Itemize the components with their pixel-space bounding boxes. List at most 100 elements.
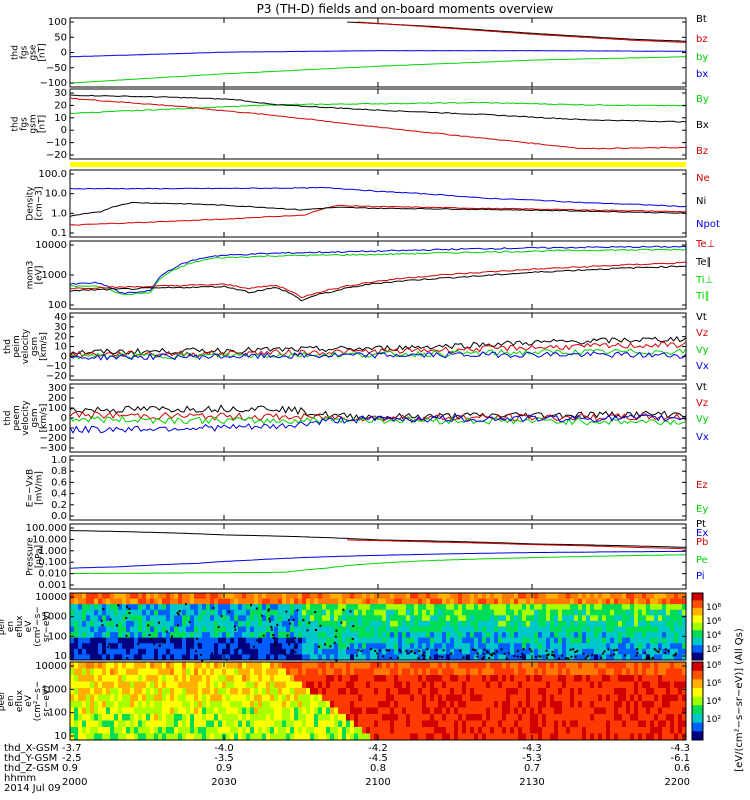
spectrogram-cell — [238, 720, 243, 728]
spectrogram-cell — [550, 720, 555, 728]
spectrogram-cell — [242, 654, 247, 661]
spectrogram-cell — [178, 620, 183, 627]
spectrogram-cell — [442, 604, 447, 611]
spectrogram-cell — [142, 714, 147, 721]
spectrogram-cell — [166, 688, 171, 695]
spectrogram-cell — [398, 733, 403, 741]
spectrogram-cell — [230, 620, 235, 627]
spectrogram-cell — [130, 615, 135, 622]
spectrogram-cell — [418, 688, 423, 695]
spectrogram-cell — [398, 727, 403, 734]
spectrogram-cell — [414, 615, 419, 622]
spectrogram-cell — [186, 720, 191, 728]
spectrogram-cell — [294, 598, 299, 605]
spectrogram-cell — [394, 720, 399, 728]
spectrogram-cell — [334, 701, 339, 708]
spectrogram-dot — [370, 648, 373, 651]
spectrogram-cell — [490, 733, 495, 741]
spectrogram-cell — [162, 593, 167, 600]
spectrogram-cell — [290, 681, 295, 689]
spectrogram-cell — [642, 720, 647, 728]
spectrogram-cell — [238, 615, 243, 622]
spectrogram-cell — [74, 632, 79, 639]
spectrogram-cell — [662, 720, 667, 728]
spectrogram-cell — [102, 654, 107, 661]
spectrogram-cell — [282, 681, 287, 689]
spectrogram-cell — [222, 701, 227, 708]
series-line-by — [69, 56, 687, 84]
spectrogram-cell — [134, 654, 139, 661]
spectrogram-cell — [294, 714, 299, 721]
spectrogram-cell — [346, 643, 351, 650]
spectrogram-cell — [574, 620, 579, 627]
spectrogram-cell — [586, 681, 591, 689]
spectrogram-cell — [286, 681, 291, 689]
spectrogram-cell — [202, 688, 207, 695]
spectrogram-cell — [182, 604, 187, 611]
spectrogram-cell — [430, 620, 435, 627]
spectrogram-cell — [294, 675, 299, 682]
spectrogram-cell — [314, 620, 319, 627]
spectrogram-cell — [446, 707, 451, 715]
spectrogram-cell — [634, 654, 639, 661]
spectrogram-cell — [130, 654, 135, 661]
spectrogram-cell — [518, 668, 523, 676]
spectrogram-dot — [423, 654, 426, 657]
spectrogram-cell — [342, 668, 347, 676]
spectrogram-cell — [318, 604, 323, 611]
spectrogram-cell — [454, 593, 459, 600]
spectrogram-cell — [234, 662, 239, 669]
spectrogram-cell — [562, 620, 567, 627]
spectrogram-cell — [666, 626, 671, 633]
spectrogram-cell — [314, 637, 319, 644]
spectrogram-cell — [630, 620, 635, 627]
spectrogram-cell — [494, 654, 499, 661]
spectrogram-cell — [370, 720, 375, 728]
spectrogram-dot — [667, 650, 670, 653]
spectrogram-cell — [574, 694, 579, 702]
spectrogram-cell — [94, 694, 99, 702]
spectrogram-cell — [546, 609, 551, 616]
spectrogram-cell — [266, 720, 271, 728]
spectrogram-cell — [290, 675, 295, 682]
spectrogram-cell — [426, 632, 431, 639]
spectrogram-cell — [310, 681, 315, 689]
spectrogram-cell — [134, 632, 139, 639]
spectrogram-cell — [326, 681, 331, 689]
spectrogram-cell — [638, 668, 643, 676]
spectrogram-cell — [94, 643, 99, 650]
spectrogram-cell — [170, 615, 175, 622]
spectrogram-cell — [202, 648, 207, 655]
spectrogram-cell — [398, 707, 403, 715]
spectrogram-cell — [250, 681, 255, 689]
spectrogram-dot — [150, 638, 153, 641]
spectrogram-cell — [342, 714, 347, 721]
spectrogram-cell — [398, 643, 403, 650]
spectrogram-cell — [350, 637, 355, 644]
spectrogram-dot — [163, 641, 166, 644]
spectrogram-cell — [578, 632, 583, 639]
spectrogram-dot — [293, 637, 296, 640]
spectrogram-cell — [434, 637, 439, 644]
spectrogram-cell — [186, 701, 191, 708]
y-tick-label: −200 — [40, 433, 67, 444]
spectrogram-cell — [370, 681, 375, 689]
spectrogram-cell — [610, 615, 615, 622]
spectrogram-cell — [446, 714, 451, 721]
spectrogram-cell — [582, 604, 587, 611]
spectrogram-dot — [103, 643, 106, 646]
spectrogram-cell — [502, 733, 507, 741]
spectrogram-cell — [146, 688, 151, 695]
spectrogram-cell — [302, 626, 307, 633]
spectrogram-cell — [622, 620, 627, 627]
spectrogram-cell — [550, 694, 555, 702]
spectrogram-cell — [518, 701, 523, 708]
spectrogram-cell — [650, 727, 655, 734]
spectrogram-cell — [450, 714, 455, 721]
spectrogram-cell — [434, 626, 439, 633]
spectrogram-cell — [246, 648, 251, 655]
spectrogram-cell — [354, 707, 359, 715]
spectrogram-cell — [238, 643, 243, 650]
spectrogram-cell — [494, 681, 499, 689]
series-line-Pt — [69, 530, 687, 548]
